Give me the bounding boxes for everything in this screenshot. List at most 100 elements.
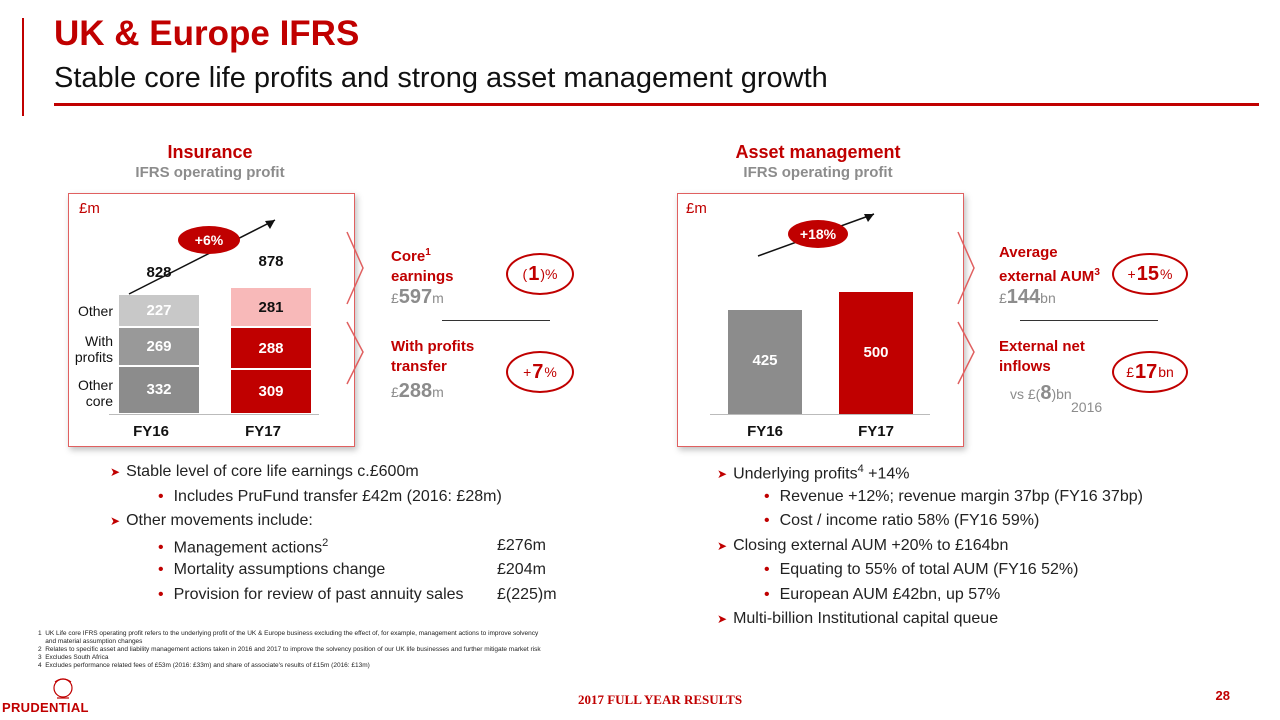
bar-fy17-with-profits: 288 xyxy=(231,328,311,369)
kpi-average-aum-value: £144bn xyxy=(999,286,1056,309)
arrow-bullet-icon: ➤ xyxy=(717,467,728,482)
row-label-with-profits: With profits xyxy=(74,333,113,365)
bar-fy16-other: 227 xyxy=(119,294,199,326)
bullet-text: Closing external AUM +20% to £164bn xyxy=(733,536,1009,554)
kpi-average-aum-change-pre: + xyxy=(1127,266,1136,282)
brand-logo-text: PRUDENTIAL xyxy=(2,700,89,715)
insurance-subheading: IFRS operating profit xyxy=(135,164,285,181)
kpi-core-earnings-line2: earnings xyxy=(391,268,454,285)
kpi-core-earnings-line1: Core xyxy=(391,248,426,265)
header-divider xyxy=(54,103,1259,106)
insurance-bullet-item: • Mortality assumptions change xyxy=(158,561,385,579)
bullet-text: Mortality assumptions change xyxy=(173,561,386,578)
footnote-ref: 2 xyxy=(322,536,329,549)
insurance-heading: Insurance xyxy=(167,142,253,162)
page-number: 28 xyxy=(1215,688,1230,703)
arrow-bullet-icon: ➤ xyxy=(110,514,121,528)
kpi-core-earnings-change-pre: ( xyxy=(522,266,528,282)
bullet-text: Other movements include: xyxy=(126,512,313,529)
am-bullet-item: • Equating to 55% of total AUM (FY16 52%) xyxy=(764,561,1078,579)
kpi-average-aum-change-post: % xyxy=(1159,266,1173,282)
kpi-core-earnings-unit: m xyxy=(432,290,444,306)
accent-bar xyxy=(22,18,24,116)
am-unit-label: £m xyxy=(686,200,707,217)
bar-total-fy16: 828 xyxy=(146,263,172,281)
kpi-net-inflows-vs-num: 8 xyxy=(1040,382,1052,404)
dot-bullet-icon: • xyxy=(764,561,770,578)
kpi-with-profits-change-num: 7 xyxy=(532,360,544,383)
insurance-bullet-item: ➤ Other movements include: xyxy=(110,512,313,530)
dot-bullet-icon: • xyxy=(158,561,164,578)
am-bar-fy17: 500 xyxy=(839,292,913,414)
footnote-line: 4 Excludes performance related fees of £… xyxy=(38,662,370,669)
kpi-net-inflows-change-pre: £ xyxy=(1126,364,1134,380)
arrow-bullet-icon: ➤ xyxy=(717,612,728,626)
footnote-line: 1 UK Life core IFRS operating profit ref… xyxy=(38,630,539,637)
kpi-core-earnings-currency: £ xyxy=(391,290,399,306)
kpi-net-inflows-line2: inflows xyxy=(999,358,1051,375)
bullet-amount: £204m xyxy=(497,561,546,578)
kpi-with-profits-line1: With profits xyxy=(391,338,475,355)
arrow-bullet-icon: ➤ xyxy=(110,465,121,479)
dot-bullet-icon: • xyxy=(764,487,770,505)
am-kpi-divider xyxy=(1020,320,1158,321)
kpi-with-profits-label: With profits transfer xyxy=(391,337,474,377)
kpi-net-inflows-change-post: bn xyxy=(1158,364,1174,380)
kpi-average-aum-change: +15% xyxy=(1112,253,1188,295)
kpi-with-profits-change-post: % xyxy=(544,364,557,380)
dot-bullet-icon: • xyxy=(158,585,164,603)
page-title: UK & Europe IFRS xyxy=(54,14,360,53)
footnote-ref-3: 3 xyxy=(1094,267,1100,278)
kpi-net-inflows-vs-year: 2016 xyxy=(1071,399,1103,415)
footnote-ref-1: 1 xyxy=(425,247,431,258)
kpi-average-aum-line1: Average xyxy=(999,244,1058,261)
dot-bullet-icon: • xyxy=(158,487,164,505)
kpi-net-inflows-vs-post: )bn xyxy=(1051,386,1072,402)
insurance-baseline xyxy=(109,414,319,415)
am-bullet-item: • Revenue +12%; revenue margin 37bp (FY16… xyxy=(764,488,1143,506)
bullet-text: Stable level of core life earnings c.£60… xyxy=(126,463,419,480)
kpi-with-profits-number: 288 xyxy=(398,380,433,402)
am-chevron-icons xyxy=(957,231,975,385)
kpi-net-inflows-vs: vs £(8)bn xyxy=(1010,382,1072,405)
kpi-with-profits-change: +7% xyxy=(506,351,574,393)
bar-total-fy17: 878 xyxy=(258,252,284,270)
kpi-with-profits-unit: m xyxy=(432,384,444,400)
kpi-net-inflows-line1: External net xyxy=(999,338,1085,355)
am-bullet-item: ➤ Underlying profits4 +14% xyxy=(717,463,910,483)
insurance-bullet-item: • Provision for review of past annuity sa… xyxy=(158,586,464,604)
bar-fy17-other: 281 xyxy=(231,287,311,327)
bullet-text: Multi-billion Institutional capital queu… xyxy=(733,610,999,627)
bar-fy16-with-profits: 269 xyxy=(119,327,199,365)
bullet-amount: £276m xyxy=(497,536,546,554)
page-subtitle: Stable core life profits and strong asse… xyxy=(54,62,828,94)
insurance-bullet-item: • Includes PruFund transfer £42m (2016: £… xyxy=(158,488,502,506)
footnote-line: and material assumption changes xyxy=(38,638,143,645)
kpi-with-profits-value: £288m xyxy=(391,380,444,403)
bar-fy16-other-core: 332 xyxy=(119,366,199,413)
bullet-text: European AUM £42bn, up 57% xyxy=(779,585,1001,603)
arrow-bullet-icon: ➤ xyxy=(717,538,728,553)
row-label-other: Other xyxy=(77,303,113,319)
dot-bullet-icon: • xyxy=(158,538,164,556)
kpi-net-inflows-change-num: 17 xyxy=(1134,360,1158,383)
bullet-text: Provision for review of past annuity sal… xyxy=(173,585,464,603)
footnote-line: 3 Excludes South Africa xyxy=(38,654,109,661)
insurance-chevron-icons xyxy=(346,231,364,385)
bullet-text: Includes PruFund transfer £42m (2016: £2… xyxy=(173,487,502,505)
kpi-core-earnings-change: (1)% xyxy=(506,253,574,295)
insurance-bullet-item: • Management actions2 xyxy=(158,537,328,557)
bullet-amount: £(225)m xyxy=(497,585,557,603)
kpi-average-aum-change-num: 15 xyxy=(1136,262,1159,285)
am-x-tick-fy16: FY16 xyxy=(747,423,783,440)
kpi-core-earnings-change-post: )% xyxy=(540,266,558,282)
am-baseline xyxy=(710,414,930,415)
kpi-average-aum-number: 144 xyxy=(1006,286,1041,308)
kpi-with-profits-change-pre: + xyxy=(523,364,532,380)
kpi-net-inflows-label: External net inflows xyxy=(999,337,1085,377)
am-x-tick-fy17: FY17 xyxy=(858,423,894,440)
am-bullet-item: ➤ Closing external AUM +20% to £164bn xyxy=(717,537,1008,555)
bullet-text: Cost / income ratio 58% (FY16 59%) xyxy=(779,512,1040,529)
insurance-x-tick-fy17: FY17 xyxy=(245,423,281,440)
am-subheading: IFRS operating profit xyxy=(743,164,893,181)
